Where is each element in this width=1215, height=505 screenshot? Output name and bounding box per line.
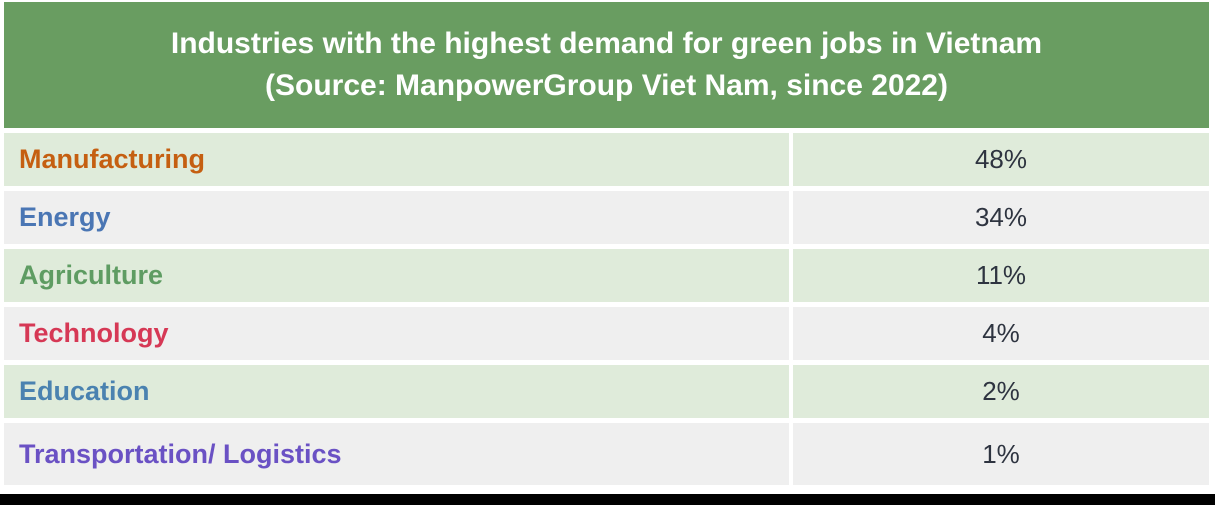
table-header: Industries with the highest demand for g…	[4, 2, 1209, 128]
table-row: Transportation/ Logistics 1%	[4, 423, 1209, 485]
industry-label: Energy	[4, 191, 789, 244]
industry-value: 34%	[793, 191, 1209, 244]
table-title-line1: Industries with the highest demand for g…	[170, 27, 1043, 60]
industry-label: Agriculture	[4, 249, 789, 302]
industry-label: Transportation/ Logistics	[4, 423, 789, 485]
industry-label: Education	[4, 365, 789, 418]
industry-value: 2%	[793, 365, 1209, 418]
table-row: Education 2%	[4, 365, 1209, 418]
industry-value: 4%	[793, 307, 1209, 360]
industry-value: 48%	[793, 133, 1209, 186]
table-row: Technology 4%	[4, 307, 1209, 360]
industry-value: 1%	[793, 423, 1209, 485]
industry-value: 11%	[793, 249, 1209, 302]
industry-label: Technology	[4, 307, 789, 360]
table-title-line2: (Source: ManpowerGroup Viet Nam, since 2…	[265, 69, 948, 102]
table-row: Agriculture 11%	[4, 249, 1209, 302]
table-row: Manufacturing 48%	[4, 133, 1209, 186]
table-body: Manufacturing 48% Energy 34% Agriculture 11% T…	[4, 133, 1209, 490]
bottom-bar	[0, 494, 1215, 505]
table-row: Energy 34%	[4, 191, 1209, 244]
industry-label: Manufacturing	[4, 133, 789, 186]
